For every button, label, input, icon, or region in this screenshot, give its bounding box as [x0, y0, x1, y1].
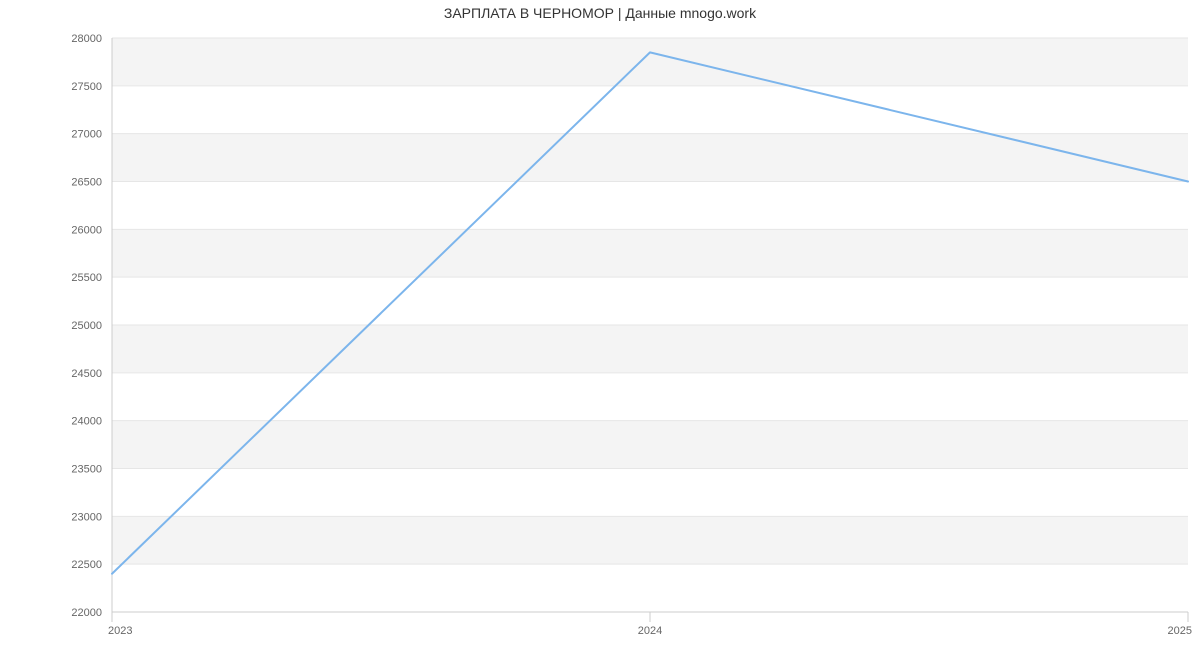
chart-band	[112, 134, 1188, 182]
chart-band	[112, 38, 1188, 86]
x-axis-tick-label: 2025	[1168, 625, 1192, 637]
y-axis-tick-label: 27500	[71, 81, 102, 93]
y-axis-tick-label: 28000	[71, 33, 102, 45]
y-axis-tick-label: 27000	[71, 129, 102, 141]
chart-band	[112, 516, 1188, 564]
chart-title: ЗАРПЛАТА В ЧЕРНОМОР | Данные mnogo.work	[444, 5, 757, 21]
y-axis-tick-label: 26000	[71, 224, 102, 236]
y-axis-tick-label: 24500	[71, 368, 102, 380]
chart-band	[112, 325, 1188, 373]
y-axis-tick-label: 24000	[71, 416, 102, 428]
chart-band	[112, 421, 1188, 469]
y-axis-tick-label: 25000	[71, 320, 102, 332]
y-axis-tick-label: 22500	[71, 559, 102, 571]
y-axis-tick-label: 26500	[71, 177, 102, 189]
chart-band	[112, 229, 1188, 277]
y-axis-tick-label: 25500	[71, 272, 102, 284]
y-axis-tick-label: 23500	[71, 464, 102, 476]
y-axis-tick-label: 23000	[71, 511, 102, 523]
chart-svg: 22000 22500 23000 23500 24000 24500 25000 25500…	[0, 0, 1200, 650]
y-axis-tick-label: 22000	[71, 607, 102, 619]
x-axis-tick-label: 2023	[108, 625, 132, 637]
salary-line-chart: 22000 22500 23000 23500 24000 24500 25000 25500…	[0, 0, 1200, 650]
x-axis-tick-label: 2024	[638, 625, 662, 637]
